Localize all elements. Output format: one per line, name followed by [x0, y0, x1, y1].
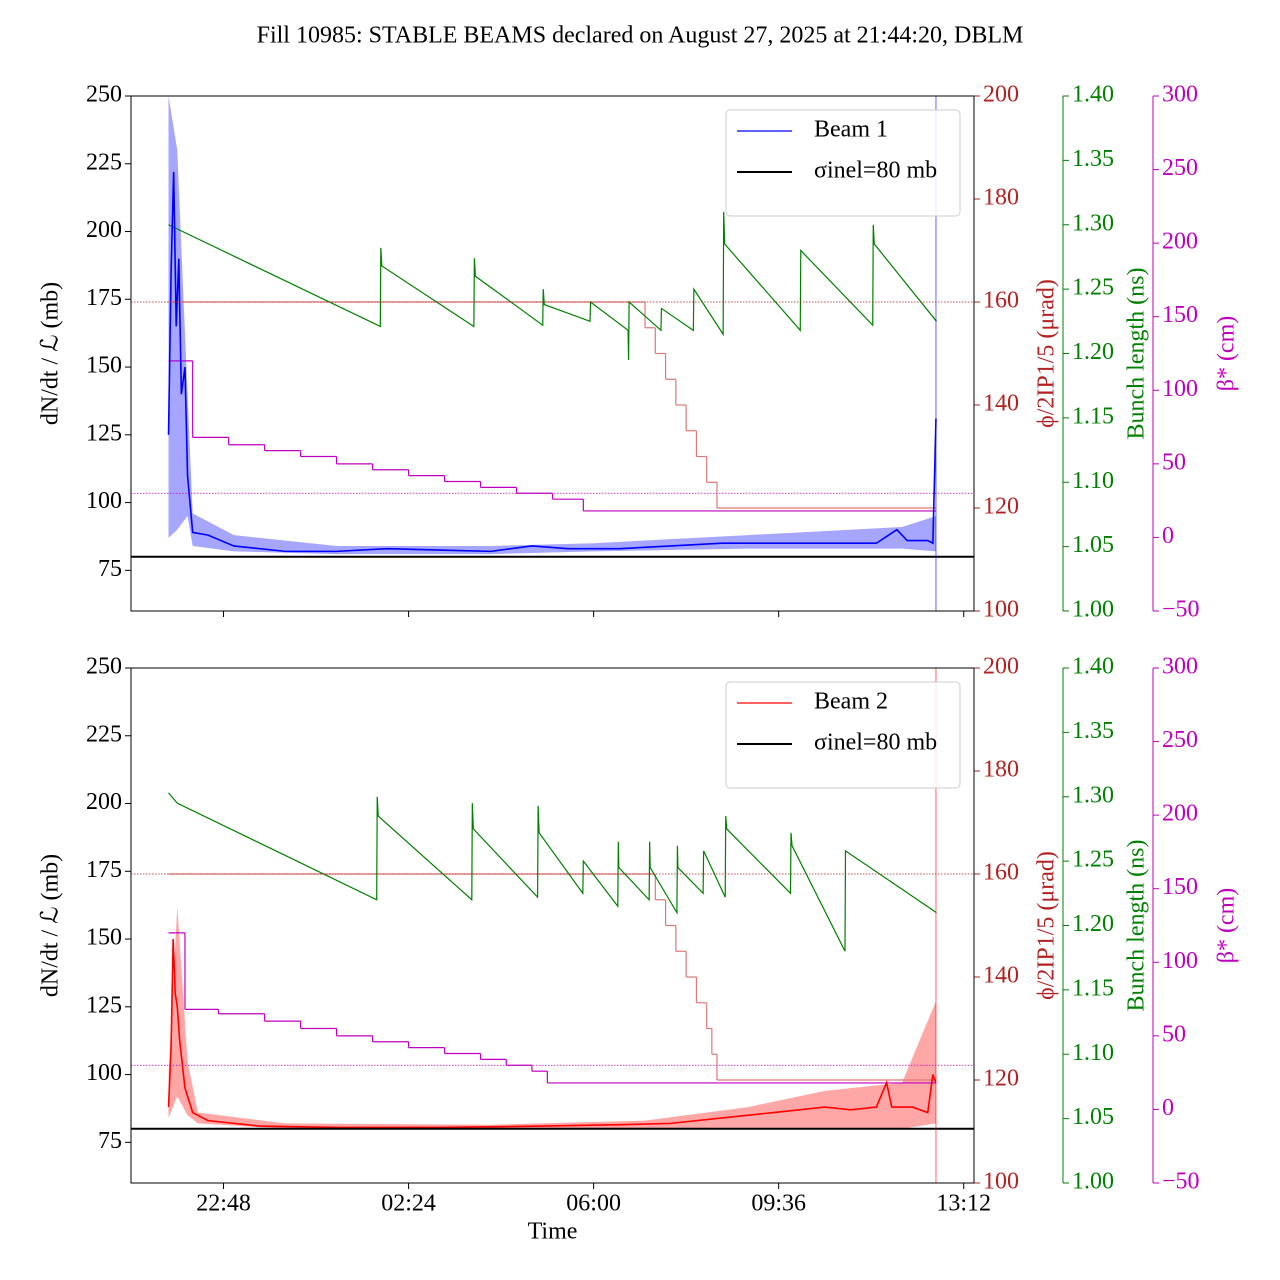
tick-label: 100: [1162, 376, 1198, 402]
tick-label: 160: [983, 860, 1019, 886]
tick-label: 1.10: [1072, 1040, 1114, 1066]
tick-label: 300: [1162, 82, 1198, 108]
axis-label: dN/dt / ℒ (mb): [38, 282, 64, 425]
legend-label: σinel=80 mb: [814, 730, 937, 756]
subplot: 75 100 125 150 175 200 225 250 dN/dt / ℒ (mb) 100…: [38, 82, 1240, 623]
tick-label: 0: [1162, 1095, 1174, 1121]
tick-label: 1.30: [1072, 210, 1114, 236]
tick-label: 200: [86, 217, 122, 243]
tick-label: 160: [983, 288, 1019, 314]
tick-label: −50: [1162, 1169, 1200, 1195]
tick-label: 1.05: [1072, 532, 1114, 558]
tick-label: 75: [98, 556, 122, 582]
tick-label: 250: [86, 82, 122, 108]
tick-label: 100: [86, 488, 122, 514]
tick-label: 120: [983, 494, 1019, 520]
tick-label: 75: [98, 1128, 122, 1154]
plot-frame: [130, 95, 975, 612]
tick-label: −50: [1162, 597, 1200, 623]
axis-label: Bunch length (ns): [1124, 840, 1150, 1012]
legend-label: Beam 1: [814, 117, 888, 143]
tick-label: 180: [983, 185, 1019, 211]
x-tick-label: 13:12: [936, 1191, 991, 1217]
tick-label: 50: [1162, 449, 1186, 475]
tick-label: 1.15: [1072, 975, 1114, 1001]
tick-label: 175: [86, 857, 122, 883]
tick-label: 150: [86, 353, 122, 379]
legend-label: Beam 2: [814, 689, 888, 715]
axis-label: β* (cm): [1214, 888, 1240, 964]
tick-label: 250: [1162, 727, 1198, 753]
tick-label: 100: [86, 1060, 122, 1086]
plot-frame: [130, 667, 975, 1184]
x-tick-label: 06:00: [566, 1191, 621, 1217]
tick-label: 150: [1162, 302, 1198, 328]
tick-label: 300: [1162, 654, 1198, 680]
x-axis-label: Time: [528, 1219, 578, 1245]
tick-label: 1.25: [1072, 275, 1114, 301]
tick-label: 200: [983, 82, 1019, 108]
tick-label: 250: [1162, 155, 1198, 181]
tick-label: 100: [983, 1169, 1019, 1195]
axis-label: ϕ/2IP1/5 (μrad): [1034, 279, 1060, 428]
tick-label: 180: [983, 757, 1019, 783]
tick-label: 250: [86, 654, 122, 680]
subplot: 75 100 125 150 175 200 225 250 dN/dt / ℒ (mb) 100…: [38, 654, 1240, 1245]
tick-label: 50: [1162, 1021, 1186, 1047]
tick-label: 1.25: [1072, 847, 1114, 873]
tick-label: 125: [86, 992, 122, 1018]
beam-line: [167, 171, 937, 553]
tick-label: 1.00: [1072, 1169, 1114, 1195]
tick-label: 1.20: [1072, 911, 1114, 937]
tick-label: 1.30: [1072, 782, 1114, 808]
tick-label: 225: [86, 149, 122, 175]
tick-label: 1.05: [1072, 1104, 1114, 1130]
axis-label: dN/dt / ℒ (mb): [38, 854, 64, 997]
axis-label: ϕ/2IP1/5 (μrad): [1034, 851, 1060, 1000]
series-line: [168, 211, 937, 360]
error-band: [168, 906, 936, 1129]
tick-label: 1.20: [1072, 339, 1114, 365]
tick-label: 125: [86, 420, 122, 446]
tick-label: 175: [86, 285, 122, 311]
tick-label: 200: [1162, 229, 1198, 255]
tick-label: 200: [1162, 801, 1198, 827]
figure-title: Fill 10985: STABLE BEAMS declared on Aug…: [257, 23, 1024, 49]
tick-label: 1.40: [1072, 654, 1114, 680]
tick-label: 150: [86, 925, 122, 951]
tick-label: 100: [1162, 948, 1198, 974]
beam-line: [167, 939, 937, 1129]
legend-box: [725, 109, 961, 217]
tick-label: 100: [983, 597, 1019, 623]
series-line: [168, 792, 937, 952]
legend-box: [725, 681, 961, 789]
tick-label: 140: [983, 391, 1019, 417]
tick-label: 1.35: [1072, 718, 1114, 744]
x-tick-label: 09:36: [751, 1191, 806, 1217]
tick-label: 1.35: [1072, 146, 1114, 172]
x-tick-label: 02:24: [381, 1191, 436, 1217]
axis-label: Bunch length (ns): [1124, 268, 1150, 440]
tick-label: 225: [86, 721, 122, 747]
plot-area: [131, 668, 974, 1183]
legend-label: σinel=80 mb: [814, 158, 937, 184]
tick-label: 200: [86, 789, 122, 815]
tick-label: 1.10: [1072, 468, 1114, 494]
tick-label: 1.00: [1072, 597, 1114, 623]
x-tick-label: 22:48: [196, 1191, 251, 1217]
tick-label: 1.15: [1072, 403, 1114, 429]
tick-label: 1.40: [1072, 82, 1114, 108]
plot-area: [131, 96, 974, 611]
tick-label: 150: [1162, 874, 1198, 900]
tick-label: 0: [1162, 523, 1174, 549]
tick-label: 120: [983, 1066, 1019, 1092]
axis-label: β* (cm): [1214, 316, 1240, 392]
tick-label: 140: [983, 963, 1019, 989]
tick-label: 200: [983, 654, 1019, 680]
